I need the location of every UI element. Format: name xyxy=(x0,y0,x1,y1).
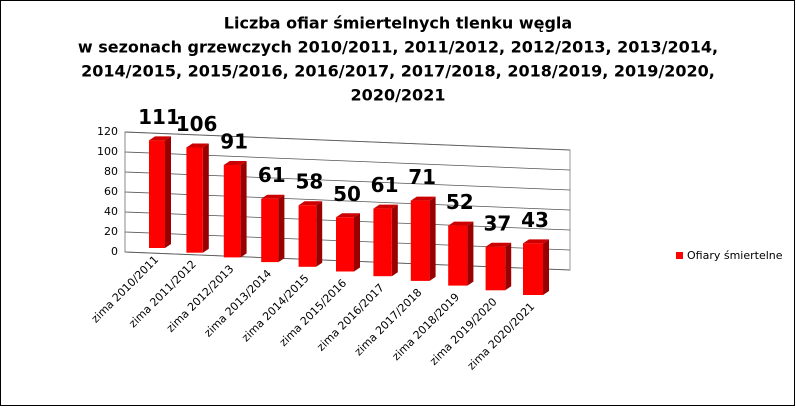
value-label: 111 xyxy=(138,105,180,129)
value-label: 91 xyxy=(220,129,248,153)
legend-swatch xyxy=(676,252,683,259)
bar-top xyxy=(485,242,512,247)
bar xyxy=(485,246,506,291)
y-tick-label: 120 xyxy=(97,125,118,138)
bar-side xyxy=(165,136,171,248)
bar xyxy=(261,198,279,263)
value-label: 52 xyxy=(446,190,474,214)
y-tick-label: 20 xyxy=(104,225,118,238)
bar-top xyxy=(448,221,474,226)
value-label: 43 xyxy=(521,208,549,232)
legend-label: Ofiary śmiertelne xyxy=(687,249,783,262)
value-label: 61 xyxy=(371,173,399,197)
bar-side xyxy=(391,204,398,277)
y-tick-label: 80 xyxy=(104,165,118,178)
bar-top xyxy=(298,201,323,206)
bar xyxy=(410,200,430,281)
bar-side xyxy=(278,194,285,263)
y-tick-label: 40 xyxy=(104,205,118,218)
title-line: Liczba ofiar śmiertelnych tlenku węgla xyxy=(224,14,572,33)
title-line: 2020/2021 xyxy=(351,86,446,105)
bar xyxy=(448,225,468,286)
bar xyxy=(223,164,241,258)
bar-top xyxy=(261,194,285,199)
bar-side xyxy=(543,239,549,295)
value-label: 50 xyxy=(333,182,361,206)
value-label: 61 xyxy=(258,163,286,187)
bar-side xyxy=(240,160,247,258)
value-label: 106 xyxy=(176,112,218,136)
bar-side xyxy=(467,221,474,286)
bar-top xyxy=(336,213,360,218)
title-line: w sezonach grzewczych 2010/2011, 2011/20… xyxy=(78,38,718,57)
bar-top xyxy=(186,143,209,148)
grid-line xyxy=(124,131,571,151)
bar-side xyxy=(505,242,512,291)
bar-side xyxy=(354,213,360,272)
bar xyxy=(186,147,203,253)
bar xyxy=(373,208,392,277)
bar xyxy=(149,140,165,248)
title-line: 2014/2015, 2015/2016, 2016/2017, 2017/20… xyxy=(81,62,715,81)
chart-title: Liczba ofiar śmiertelnych tlenku węgla w … xyxy=(78,14,718,105)
bar-top xyxy=(149,136,171,141)
bar-side xyxy=(429,196,436,281)
y-tick-label: 0 xyxy=(111,245,118,258)
bar-top xyxy=(223,160,247,165)
bar-side xyxy=(316,201,323,267)
bar xyxy=(336,217,354,272)
value-label: 37 xyxy=(483,211,511,235)
bar-side xyxy=(202,143,209,253)
bar xyxy=(523,243,543,295)
bar-top xyxy=(373,204,398,209)
bar-top xyxy=(410,196,436,201)
value-label: 71 xyxy=(408,165,436,189)
bar xyxy=(298,205,317,267)
y-tick-label: 100 xyxy=(97,145,118,158)
bar-top xyxy=(523,239,549,244)
value-label: 58 xyxy=(295,170,323,194)
y-tick-label: 60 xyxy=(104,185,118,198)
